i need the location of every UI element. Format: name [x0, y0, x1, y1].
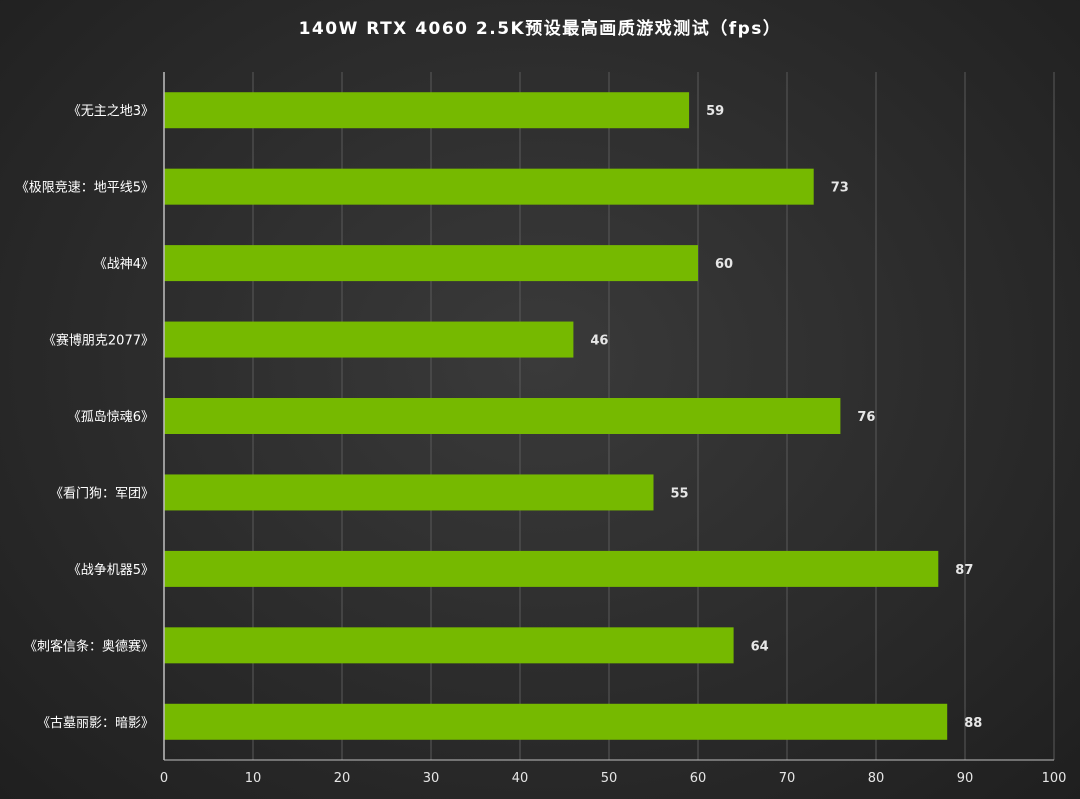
category-label: 《战争机器5》 — [68, 563, 154, 578]
category-label: 《古墓丽影：暗影》 — [37, 716, 154, 731]
bar — [164, 92, 690, 129]
category-label: 《极限竞速：地平线5》 — [16, 180, 154, 196]
data-label: 59 — [706, 104, 724, 119]
bar — [164, 321, 574, 358]
category-label: 《无主之地3》 — [68, 104, 154, 119]
x-tick-label: 30 — [423, 771, 440, 786]
data-label: 64 — [751, 639, 769, 654]
bar — [164, 168, 814, 205]
bar — [164, 627, 734, 664]
bars — [164, 92, 948, 740]
data-label: 55 — [671, 486, 689, 501]
category-label: 《战神4》 — [94, 257, 154, 272]
x-tick-label: 0 — [160, 771, 168, 786]
x-tick-label: 100 — [1042, 771, 1067, 786]
x-tick-label: 90 — [957, 771, 974, 786]
data-label: 46 — [590, 334, 608, 349]
data-label: 76 — [857, 410, 875, 425]
category-label: 《看门狗：军团》 — [50, 485, 154, 501]
x-tick-label: 40 — [512, 771, 529, 786]
labels: 0 10 20 30 40 50 60 70 80 90 100 《无主之地3》 59 《极限竞速：地平线… — [16, 104, 1067, 786]
category-label: 《刺客信条：奥德赛》 — [24, 638, 154, 654]
bar — [164, 398, 841, 434]
category-label: 《赛博朋克2077》 — [43, 333, 154, 349]
x-tick-label: 20 — [334, 771, 351, 786]
bar — [164, 245, 698, 282]
bar — [164, 474, 654, 511]
x-tick-label: 10 — [245, 771, 262, 786]
x-tick-label: 60 — [690, 771, 707, 786]
x-tick-label: 80 — [868, 771, 885, 786]
data-label: 87 — [955, 563, 973, 578]
chart-title: 140W RTX 4060 2.5K预设最高画质游戏测试（fps） — [298, 19, 782, 39]
axes — [163, 72, 1054, 761]
data-label: 73 — [831, 181, 849, 196]
data-label: 60 — [715, 257, 733, 272]
x-tick-label: 70 — [779, 771, 796, 786]
bar — [164, 550, 939, 587]
data-label: 88 — [964, 716, 982, 731]
bar — [164, 703, 948, 740]
x-tick-label: 50 — [601, 771, 618, 786]
category-label: 《孤岛惊魂6》 — [68, 409, 154, 425]
